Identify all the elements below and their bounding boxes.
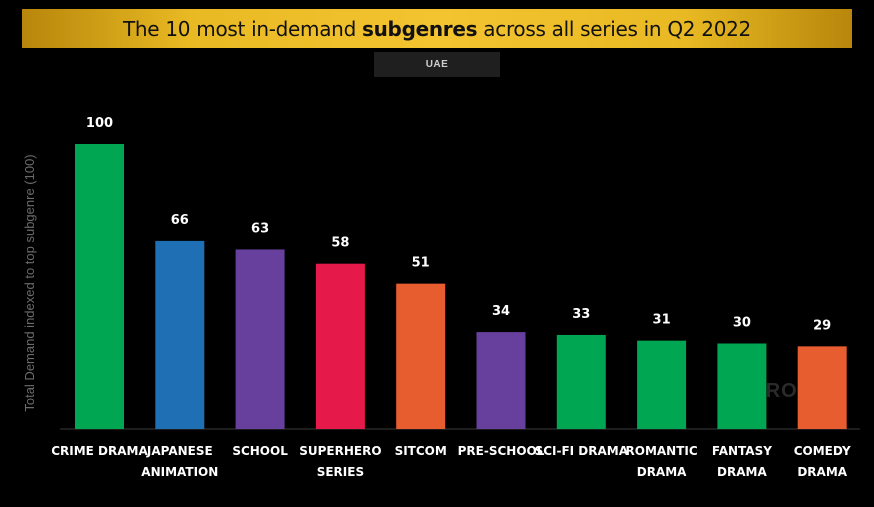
bar: [717, 343, 767, 429]
x-tick-label: COMEDY: [794, 444, 851, 458]
data-label: 66: [171, 213, 189, 228]
x-tick-label: PRE-SCHOOL: [458, 444, 545, 458]
title-suffix: across all series in Q2 2022: [477, 16, 751, 41]
x-tick-label: FANTASY: [712, 444, 772, 458]
x-tick-label: SCHOOL: [232, 444, 288, 458]
title-bold: subgenres: [362, 16, 478, 41]
bar: [235, 249, 285, 429]
data-label: 31: [653, 313, 671, 328]
x-tick-label: DRAMA: [637, 465, 687, 479]
data-label: 29: [813, 318, 831, 333]
x-tick-label: ROMANTIC: [626, 444, 698, 458]
bar: [476, 332, 526, 429]
data-label: 58: [331, 236, 349, 251]
x-tick-label: JAPANESE: [146, 444, 213, 458]
data-label: 34: [492, 304, 510, 319]
x-tick-label: DRAMA: [717, 465, 767, 479]
bar: [637, 340, 687, 429]
bar: [797, 346, 847, 429]
x-tick-label: CRIME DRAMA: [51, 444, 148, 458]
bar: [155, 240, 205, 429]
x-tick-label: SCI-FI DRAMA: [535, 444, 629, 458]
data-label: 33: [572, 307, 590, 322]
chart-title: The 10 most in-demand subgenres across a…: [123, 17, 751, 41]
data-label: 30: [733, 316, 751, 331]
data-label: 51: [412, 256, 430, 271]
title-banner: The 10 most in-demand subgenres across a…: [22, 9, 852, 48]
x-tick-label: ANIMATION: [141, 465, 218, 479]
bar: [315, 263, 365, 429]
x-tick-label: SERIES: [317, 465, 364, 479]
bar: [75, 144, 124, 429]
region-badge: UAE: [374, 52, 500, 77]
x-tick-label: DRAMA: [797, 465, 847, 479]
data-label: 100: [86, 116, 113, 131]
bar: [396, 283, 446, 429]
x-tick-label: SUPERHERO: [299, 444, 381, 458]
x-tick-label: SITCOM: [395, 444, 447, 458]
title-prefix: The 10 most in-demand: [123, 16, 363, 41]
bar: [556, 334, 606, 429]
data-label: 63: [251, 221, 269, 236]
